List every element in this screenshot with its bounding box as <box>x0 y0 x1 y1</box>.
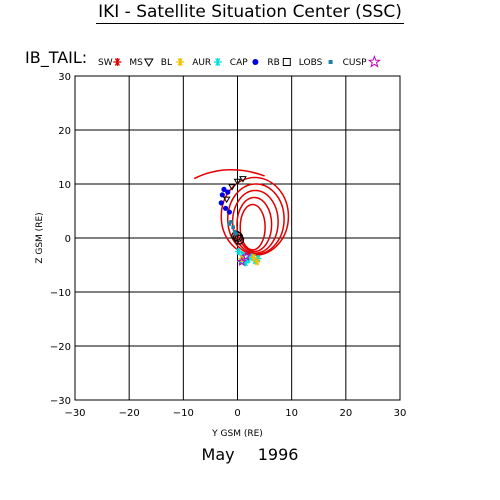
y-tick-label: 0 <box>65 234 71 245</box>
legend-item-sw: SW <box>98 58 122 68</box>
data-point <box>219 192 225 198</box>
data-point <box>226 209 232 215</box>
legend-item-ms: MS <box>129 58 154 68</box>
data-point <box>236 256 247 267</box>
data-point <box>233 178 242 186</box>
data-point <box>234 231 238 236</box>
data-point <box>222 196 231 204</box>
chart-title: IKI - Satellite Situation Center (SSC) <box>96 2 404 24</box>
data-point <box>241 250 252 261</box>
orbit-loop <box>239 203 266 251</box>
data-point <box>229 220 233 224</box>
legend-label: BL <box>161 58 172 68</box>
orbit-loop <box>236 196 273 253</box>
data-point <box>218 200 224 206</box>
legend-item-rb: RB <box>267 58 291 68</box>
series-lobs <box>227 220 238 236</box>
y-tick-label: −10 <box>50 288 71 299</box>
legend-item-aur: AUR <box>192 58 222 68</box>
y-axis-label: Z GSM (RE) <box>35 212 45 263</box>
legend-label: MS <box>129 58 143 68</box>
data-point <box>222 205 229 211</box>
plot-grid <box>74 75 401 401</box>
series-ms <box>193 169 290 257</box>
y-tick-label: −20 <box>50 342 71 353</box>
data-point <box>235 248 243 255</box>
series-cap <box>218 186 232 215</box>
x-tick-label: −30 <box>64 408 85 419</box>
y-tick-label: 20 <box>58 126 71 137</box>
series-ms-bl <box>222 176 247 204</box>
data-point <box>232 229 237 234</box>
x-axis-label: Y GSM (RE) <box>211 429 263 439</box>
legend-item-bl: BL <box>161 58 185 68</box>
y-tick-label: −30 <box>50 396 71 407</box>
legend-label: CUSP <box>343 58 368 68</box>
legend-item-lobs: LOBS <box>299 58 333 68</box>
x-tick-label: 20 <box>339 408 352 419</box>
data-point <box>228 184 236 191</box>
x-tick-label: −10 <box>173 408 194 419</box>
legend-label: RB <box>267 58 279 68</box>
orbit-arc <box>193 169 265 180</box>
date-month: May <box>201 445 235 464</box>
x-tick-label: 30 <box>394 408 407 419</box>
orbit-loop <box>227 183 285 255</box>
data-point <box>231 225 235 229</box>
data-point <box>239 176 247 183</box>
chart-subtitle: IB_TAIL: <box>25 48 88 67</box>
legend: SW MS BL AUR CAP RB LOBS CUSP <box>98 55 381 68</box>
plot-data <box>193 169 290 267</box>
legend-label: CAP <box>230 58 248 68</box>
y-tick-label: 30 <box>58 72 71 83</box>
legend-label: LOBS <box>299 58 323 68</box>
data-point <box>225 189 231 195</box>
x-tick-label: 10 <box>285 408 298 419</box>
x-tick-label: 0 <box>234 408 240 419</box>
date-caption: May 1996 <box>0 445 500 464</box>
legend-label: AUR <box>192 58 211 68</box>
date-year: 1996 <box>257 445 299 464</box>
legend-item-cap: CAP <box>230 58 259 68</box>
legend-label: SW <box>98 58 113 68</box>
data-point <box>221 186 227 192</box>
data-point <box>253 258 261 266</box>
x-tick-label: −20 <box>119 408 140 419</box>
series-cusp <box>236 250 252 267</box>
legend-item-cusp: CUSP <box>343 55 381 68</box>
plot-axes: −30 −20 −10 0 10 20 30 −30 −20 −10 0 10 20 30 Y GSM (R… <box>35 72 406 439</box>
data-point <box>250 253 258 261</box>
data-point <box>227 222 232 226</box>
y-tick-label: 10 <box>58 180 71 191</box>
